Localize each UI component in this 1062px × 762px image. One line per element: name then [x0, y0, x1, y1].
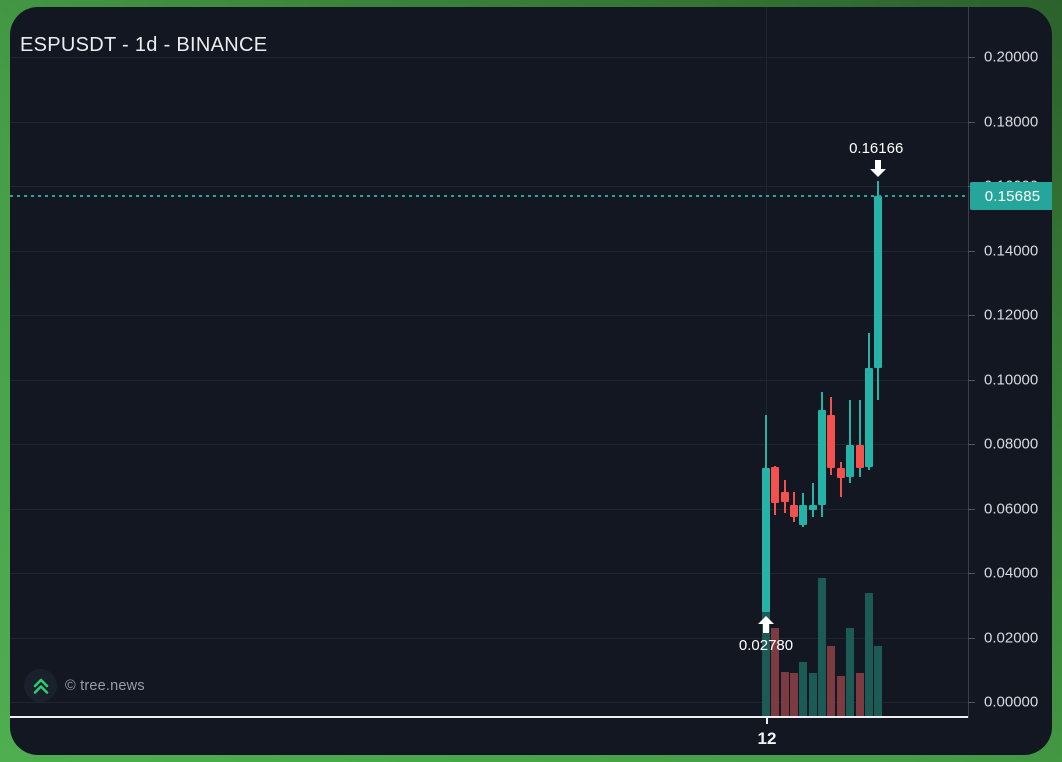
- candle: [855, 444, 864, 468]
- plot-area[interactable]: [10, 7, 1052, 755]
- price-tick: [968, 573, 975, 574]
- volume-bar: [864, 593, 873, 716]
- volume-bar: [874, 646, 883, 716]
- volume-bar: [762, 607, 770, 716]
- price-gridline: [10, 702, 968, 703]
- watermark-text: © tree.news: [65, 677, 145, 694]
- candle: [864, 367, 873, 467]
- volume-bar: [827, 646, 836, 716]
- price-tick: [968, 315, 975, 316]
- time-label: 12: [757, 729, 777, 748]
- price-tick-label: 0.00000: [984, 693, 1039, 711]
- candle: [799, 504, 808, 525]
- price-tick: [968, 508, 975, 510]
- arrow-down-icon: [869, 159, 887, 178]
- volume-bar: [790, 673, 799, 716]
- price-tick-label: 0.18000: [984, 113, 1039, 130]
- time-gridline: [766, 7, 767, 716]
- low-annotation-label: 0.02780: [738, 637, 794, 655]
- volume-bar: [846, 628, 855, 716]
- volume-bar: [780, 672, 789, 716]
- price-gridline: [10, 250, 968, 252]
- price-gridline: [10, 315, 968, 316]
- price-axis-line: [968, 7, 969, 718]
- candle: [818, 410, 827, 505]
- candle: [762, 467, 770, 613]
- candle: [771, 466, 780, 503]
- angles-up-icon: [33, 678, 48, 694]
- price-tick: [968, 379, 975, 381]
- price-gridline: [10, 379, 968, 381]
- price-gridline: [10, 508, 968, 510]
- price-gridline: [10, 444, 968, 445]
- volume-bar: [855, 673, 864, 716]
- candle: [836, 467, 845, 479]
- price-tick-label: 0.10000: [984, 371, 1039, 388]
- candle: [874, 196, 883, 368]
- watermark-link[interactable]: © tree.news: [24, 669, 145, 702]
- time-axis-baseline: [10, 716, 968, 718]
- high-annotation-label: 0.16166: [849, 139, 904, 157]
- current-price-line: [10, 195, 968, 198]
- price-tick: [968, 444, 975, 445]
- candle: [846, 444, 855, 477]
- price-tick: [968, 57, 975, 58]
- arrow-up-icon: [757, 615, 775, 634]
- volume-bar: [818, 578, 827, 716]
- time-tick: [766, 718, 768, 724]
- price-gridline: [10, 121, 968, 123]
- price-tick: [968, 637, 975, 639]
- candle: [790, 504, 799, 517]
- price-gridline: [10, 57, 968, 58]
- price-tick: [968, 250, 975, 252]
- price-tick: [968, 702, 975, 703]
- candle: [827, 414, 836, 468]
- price-gridline: [10, 573, 968, 574]
- price-tick-label: 0.04000: [984, 564, 1039, 582]
- price-gridline: [10, 186, 968, 187]
- chart-title: ESPUSDT - 1d - BINANCE: [20, 34, 268, 56]
- volume-bar: [799, 662, 808, 716]
- price-tick: [968, 121, 975, 123]
- price-tick-label: 0.20000: [984, 48, 1039, 66]
- candle-wick: [839, 462, 842, 497]
- candle-wick: [858, 399, 861, 477]
- price-tick-label: 0.14000: [984, 242, 1039, 259]
- volume-bar: [836, 676, 845, 716]
- candle: [808, 504, 817, 511]
- chart-card: 0.200000.180000.160000.140000.120000.100…: [10, 7, 1052, 755]
- volume-bar: [771, 628, 780, 716]
- tree-news-logo: [24, 669, 57, 702]
- candle-wick: [811, 483, 814, 517]
- price-tick-label: 0.06000: [984, 500, 1039, 517]
- price-gridline: [10, 637, 968, 639]
- current-price-label: 0.15685: [970, 182, 1052, 211]
- price-tick-label: 0.08000: [984, 435, 1039, 453]
- candle: [780, 492, 789, 503]
- price-tick-label: 0.12000: [984, 306, 1039, 324]
- price-tick-label: 0.02000: [984, 629, 1039, 646]
- volume-bar: [808, 673, 817, 716]
- candle-wick: [849, 399, 852, 484]
